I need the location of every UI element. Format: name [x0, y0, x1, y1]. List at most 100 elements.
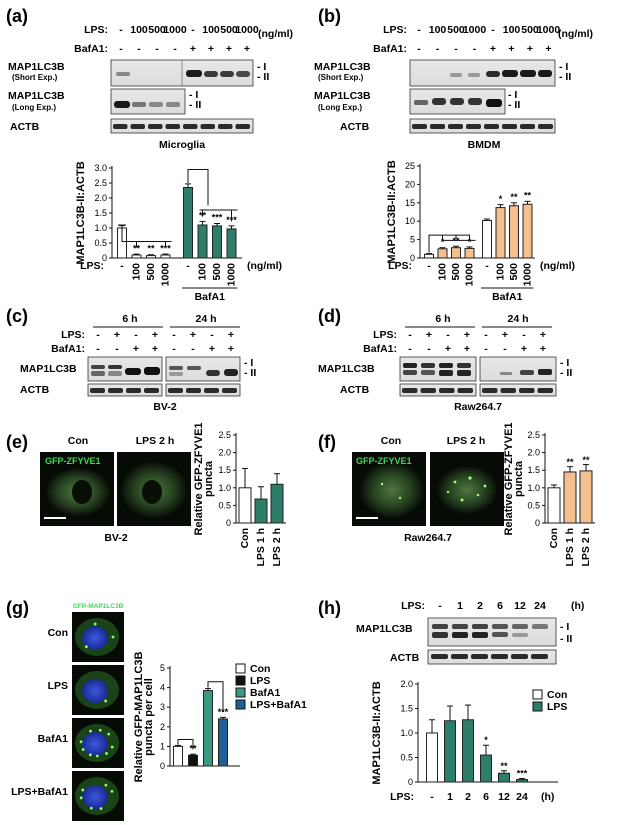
actb-band	[90, 388, 105, 393]
panel-c-lps-values: - + - + - + - +	[96, 329, 234, 341]
x-cat-label: -	[427, 260, 431, 272]
bar	[482, 219, 492, 259]
bar	[462, 719, 474, 783]
bar	[160, 254, 171, 259]
panel-d-time1: 6 h	[435, 313, 450, 325]
x-cat-label: 500	[211, 263, 223, 281]
panel-b-unit: (ng/ml)	[558, 28, 593, 40]
panel-a-actb: ACTB	[10, 121, 40, 133]
panel-c-actb-left	[87, 383, 163, 397]
panel-c-bafa1-value-6: +	[209, 343, 215, 355]
panel-a-blot2-band-II: - II	[189, 99, 201, 111]
punctum	[88, 753, 92, 757]
panel-d-bafa1-value-7: +	[540, 343, 546, 355]
panel-d-bafa1-value-0: -	[408, 343, 412, 355]
actb-band	[502, 124, 517, 129]
bar	[254, 498, 268, 524]
panel-c-bafa1-value-2: +	[133, 343, 139, 355]
panel-d-lps-value-6: -	[522, 329, 526, 341]
panel-h-lps-value-1: 1	[457, 600, 463, 612]
legend-label: LPS+BafA1	[250, 699, 307, 711]
significance-mark: ***	[160, 244, 171, 254]
actb-band	[482, 388, 498, 393]
actb-band	[439, 388, 455, 393]
actb-band	[235, 124, 250, 129]
bar	[197, 224, 208, 259]
bar	[522, 203, 533, 259]
significance-mark: **	[147, 244, 155, 254]
panel-c-lps-value-0: -	[96, 329, 100, 341]
x-cat-label: Con	[239, 528, 251, 548]
x-unit: (ng/ml)	[540, 260, 575, 272]
punctum	[110, 745, 114, 749]
significance-mark: *	[484, 735, 488, 745]
panel-c-blot-bands	[91, 365, 238, 376]
punctum	[95, 754, 99, 758]
actb-band	[420, 388, 436, 393]
panel-a-bafa1-value-2: -	[155, 43, 159, 55]
panel-e: (e) Con LPS 2 h GFP-ZFYVE1 BV-2 0 0.5 1.0 1…	[6, 422, 286, 567]
actb-band	[168, 388, 183, 393]
panel-g-stain: GFP-MAP1LC3B	[73, 603, 124, 610]
panel-d-actb: ACTB	[340, 384, 370, 396]
bar	[203, 690, 213, 767]
punctum	[81, 748, 85, 751]
panel-e-letter: (e)	[6, 432, 28, 452]
panel-a-blot1-title: MAP1LC3B	[8, 61, 65, 73]
punctum	[111, 635, 115, 639]
panel-a-lps-value-6: 500	[220, 24, 238, 36]
panel-h-lps-values: -1 2 6 12 24	[438, 600, 546, 612]
panel-a-band-I: - I	[257, 61, 266, 73]
panel-f-con: Con	[381, 435, 401, 447]
actb-band	[491, 654, 508, 659]
actb-band	[471, 654, 488, 659]
panel-h-band-I: - I	[560, 621, 569, 633]
punctum	[105, 752, 108, 755]
panel-a-letter: (a)	[6, 6, 28, 26]
legend-swatch	[235, 699, 246, 710]
actb-band	[402, 388, 418, 393]
panel-h-unit: (h)	[571, 600, 584, 612]
panel-f-chart: 0 0.5 1.0 1.5 2.0 2.5 Relative GFP-ZFYVE1punct…	[503, 422, 595, 567]
punctum	[81, 788, 85, 792]
panel-a-bafa1-value-3: -	[173, 43, 177, 55]
panel-b-bafa1-value-4: +	[490, 43, 496, 55]
panel-a-lps-value-3: 1000	[163, 24, 187, 36]
legend-label: Con	[250, 663, 270, 675]
panel-a-actb-bands	[113, 124, 250, 129]
panel-d-lps-label: LPS:	[373, 329, 397, 341]
x-cat-label: LPS 2 h	[580, 528, 592, 567]
panel-d-bafa1-value-4: -	[484, 343, 488, 355]
panel-b-blot2-sub: (Long Exp.)	[318, 103, 362, 112]
panel-h-actb: ACTB	[390, 652, 420, 664]
panel-d: (d) 6 h 24 h LPS: - + - + - + - + BafA1: - - + + - -…	[318, 306, 572, 413]
bracket	[136, 241, 166, 248]
actb-band	[538, 124, 553, 129]
panel-g-images: Con LPS BafA1 LPS+BafA1	[11, 612, 124, 821]
panel-c-bafa1-value-4: -	[172, 343, 176, 355]
panel-d-lps-value-1: +	[426, 329, 432, 341]
x-cat-label: -	[430, 791, 434, 803]
y-tick-label: 3.0	[94, 163, 107, 173]
panel-a-lps-value-1: 100	[130, 24, 148, 36]
panel-c-bafa1-value-7: +	[228, 343, 234, 355]
punctum	[104, 783, 108, 787]
x-lps-label: LPS:	[388, 260, 412, 272]
y-tick-label: 1.5	[94, 208, 107, 218]
panel-b-lps-value-6: 500	[521, 24, 539, 36]
actb-band	[430, 124, 445, 129]
panel-d-blot-title: MAP1LC3B	[318, 363, 375, 375]
panel-g-letter: (g)	[6, 598, 29, 618]
panel-c-actb-bands	[90, 388, 237, 393]
y-tick-label: 10	[405, 216, 415, 226]
x-cat-label: 100	[437, 263, 449, 281]
y-axis-label: puncta	[203, 460, 215, 497]
y-tick-label: 0.5	[527, 500, 540, 510]
panel-d-lps-value-3: +	[464, 329, 470, 341]
y-tick-label: 2.0	[527, 448, 540, 458]
actb-band	[511, 654, 528, 659]
panel-b-lps-value-2: 500	[447, 24, 465, 36]
y-tick-label: 20	[405, 179, 415, 189]
